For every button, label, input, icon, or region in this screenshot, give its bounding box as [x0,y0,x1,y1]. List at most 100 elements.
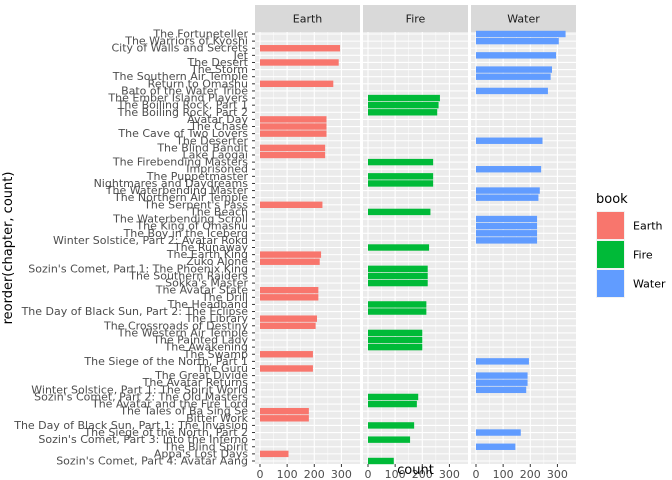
facet-label-earth: Earth [293,13,323,26]
bar-water [476,237,538,244]
y-tick-label: Sokka's Master [165,277,248,290]
facet-strip-fire [363,5,468,32]
y-tick-label: The Boiling Rock, Part 2 [117,106,248,119]
y-tick-label: The Headband [167,298,248,311]
bar-earth [260,351,313,358]
bar-water [476,230,538,237]
bar-earth [260,201,323,209]
bar-earth [260,116,327,123]
y-tick-label: The Painted Lady [152,334,248,347]
bar-fire [368,301,427,308]
bar-earth [260,322,316,329]
y-tick-label: The Fortuneteller [152,28,248,41]
x-tick-label: 200 [412,468,433,480]
y-tick-label: The Awakening [164,341,249,354]
bar-water [476,222,538,230]
bar-earth [260,258,320,265]
y-tick-label: The Waterbending Scroll [112,213,248,226]
bar-water [476,37,559,45]
bar-fire [368,272,428,280]
y-tick-label: Return to Omashu [148,77,248,90]
bar-water [476,372,528,379]
y-tick-label: The Crossroads of Destiny [103,319,248,332]
bar-earth [260,45,341,52]
x-tick-label: 100 [493,468,514,480]
y-tick-label: The Beach [189,205,248,218]
bar-water [476,73,551,80]
y-tick-label: Appa's Lost Days [154,447,248,460]
y-tick-label: The Library [185,312,249,325]
y-tick-label: Nightmares and Daydreams [94,177,249,190]
bar-fire [368,422,415,429]
y-tick-label: The Avatar State [155,284,249,297]
y-tick-label: The Storm [190,63,248,76]
y-tick-label: Winter Solstice, Part 2: Avatar Roku [53,234,248,247]
y-tick-label: The Swamp [183,348,248,361]
bar-earth [260,415,309,422]
bar-fire [368,436,411,443]
bar-water [476,30,566,38]
y-tick-label: The Siege of the North, Part 1 [83,355,248,368]
y-tick-label: The Runaway [173,241,249,254]
facet-label-fire: Fire [406,13,426,26]
y-tick-label: The Serpent's Pass [143,198,248,211]
y-tick-label: The Drill [201,291,248,304]
bar-water [476,166,542,173]
y-tick-label: The Warriors of Kyoshi [124,35,248,48]
bar-earth [260,407,309,415]
legend: book Earth Fire Water [596,192,666,298]
y-tick-label: Lake Laogai [183,148,249,161]
bar-fire [368,336,423,344]
y-tick-label: The Southern Air Temple [112,70,248,83]
y-tick-label: City of Walls and Secrets [112,42,249,55]
y-tick-label: The Chase [189,120,248,133]
y-tick-label: Zuko Alone [186,255,248,268]
x-tick-label: 300 [547,468,568,480]
x-tick-label: 0 [257,468,264,480]
x-tick-label: 0 [473,468,480,480]
y-tick-label: Sozin's Comet, Part 2: The Old Masters [34,390,248,403]
bar-earth [260,286,319,294]
y-tick-label: Bitter Work [186,412,248,425]
facet-strip-water [471,5,576,32]
bar-water [476,87,548,95]
bar-fire [368,208,431,216]
bar-fire [368,158,434,166]
legend-swatch-earth [597,212,624,239]
y-tick-label: Bato of the Water Tribe [121,84,248,97]
legend-swatch-fire [597,241,624,268]
facet-strip-earth [255,5,360,32]
bar-earth [260,315,317,322]
bar-fire [368,329,423,337]
y-tick-label: The Firebending Masters [112,156,248,169]
y-tick-label: The Day of Black Sun, Part 2: The Eclips… [21,305,249,318]
y-axis-title: reorder(chapter, count) [1,172,16,325]
bar-fire [368,244,430,251]
y-tick-label: Sozin's Comet, Part 4: Avatar Aang [56,455,248,468]
legend-swatch-water [597,270,624,297]
bar-earth [260,365,313,372]
bar-earth [260,80,334,88]
legend-title: book [596,192,628,207]
bar-fire [368,400,417,408]
x-axis-title: count [397,463,434,478]
bar-water [476,66,552,73]
bar-fire [368,457,394,465]
bar-fire [368,180,434,187]
bar-fire [368,343,423,351]
y-tick-label: The Puppetmaster [146,170,249,183]
y-tick-label: The Western Air Temple [117,326,249,339]
y-tick-label: The Siege of the North, Part 2 [83,426,248,439]
bar-fire [368,173,434,180]
y-tick-label: The Tales of Ba Sing Se [119,405,248,418]
bar-fire [368,109,438,116]
bar-fire [368,279,428,287]
bar-earth [260,151,326,159]
facet-panels: Earth Fire Water [255,5,576,464]
x-tick-label: 200 [304,468,325,480]
y-tick-label: The Boy in the Iceberg [123,227,248,240]
y-tick-label: The Avatar Returns [142,376,249,389]
y-tick-label: The Earth King [166,248,248,261]
bar-fire [368,308,427,315]
